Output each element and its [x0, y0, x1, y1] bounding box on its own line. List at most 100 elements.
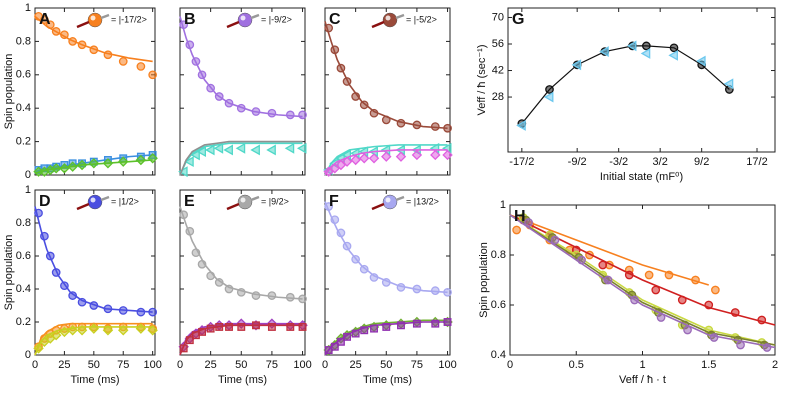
marker: [341, 156, 353, 167]
y-tick-label: 0: [25, 169, 31, 181]
x-tick-label: 0: [177, 359, 183, 371]
plot-frame: [324, 189, 451, 356]
marker: [185, 226, 195, 236]
marker: [342, 241, 352, 251]
panel-letter: A: [39, 11, 51, 28]
marker: [626, 40, 637, 52]
marker: [68, 37, 77, 46]
marker: [214, 278, 224, 287]
marker: [206, 271, 215, 281]
marker: [369, 108, 379, 118]
marker: [88, 158, 100, 169]
y-tick-label: 28: [492, 91, 504, 103]
x-tick-label: 0.5: [569, 359, 584, 371]
marker: [213, 142, 224, 154]
marker: [430, 149, 441, 161]
marker: [709, 333, 719, 342]
marker: [89, 301, 99, 310]
marker: [430, 286, 440, 295]
marker: [359, 100, 369, 110]
connect-line: [521, 45, 730, 124]
marker: [359, 264, 369, 274]
x-tick-label: 17/2: [746, 156, 767, 168]
x-tick-label: 1.5: [701, 359, 716, 371]
plot-frame: [179, 7, 306, 176]
y-tick-label: 0.6: [491, 299, 506, 311]
marker: [711, 285, 720, 295]
marker: [577, 255, 586, 265]
marker: [235, 142, 246, 154]
fit-line: [509, 214, 776, 349]
marker: [369, 273, 379, 282]
marker: [368, 153, 380, 164]
y-axis-label: Spin population: [478, 242, 490, 318]
marker: [185, 40, 195, 50]
plot-frame: [34, 189, 156, 356]
x-axis-label: Initial state (mF⁰): [600, 171, 683, 183]
marker: [382, 322, 391, 331]
x-tick-label: 0: [32, 359, 38, 371]
y-tick-label: 0.8: [491, 249, 506, 261]
marker: [102, 325, 114, 336]
marker: [236, 287, 246, 297]
y-tick-label: 70: [492, 11, 504, 23]
marker: [50, 163, 62, 174]
marker: [60, 30, 69, 40]
marker: [351, 329, 360, 338]
marker: [656, 313, 666, 322]
marker: [704, 300, 714, 310]
marker: [396, 118, 406, 128]
marker: [412, 284, 422, 294]
marker: [103, 50, 113, 60]
marker: [136, 307, 146, 317]
marker: [736, 340, 745, 350]
spin-arrow: [76, 20, 90, 29]
x-tick-label: 75: [266, 359, 278, 371]
marker: [342, 77, 352, 86]
marker: [443, 123, 452, 133]
marker: [443, 318, 452, 326]
atom-highlight: [240, 15, 246, 21]
marker: [696, 55, 706, 67]
marker: [148, 307, 157, 317]
y-tick-label: 0.6: [16, 69, 31, 81]
marker: [641, 41, 651, 51]
marker: [350, 154, 361, 166]
y-tick-label: 0.4: [16, 283, 31, 295]
x-tick-label: 0: [507, 359, 513, 371]
x-tick-label: -17/2: [509, 156, 534, 168]
marker: [571, 59, 582, 71]
marker: [76, 159, 88, 171]
panel-letter: B: [184, 11, 196, 28]
x-axis-label: Time (ms): [363, 374, 412, 386]
atom-icon: [237, 194, 253, 210]
marker: [215, 322, 224, 331]
x-tick-label: -9/2: [568, 156, 587, 168]
marker: [286, 322, 295, 331]
marker: [205, 144, 215, 156]
panel-letter: C: [329, 11, 341, 28]
marker: [191, 248, 201, 258]
marker: [324, 202, 334, 211]
fit-line: [179, 140, 303, 176]
marker: [267, 108, 277, 118]
marker: [118, 156, 129, 167]
spin-arrow-tail: [250, 13, 260, 20]
marker: [397, 321, 405, 330]
x-axis-label: Time (ms): [70, 374, 119, 386]
spin-arrow-tail: [100, 195, 110, 202]
marker: [651, 285, 661, 295]
spin-arrow-tail: [395, 195, 405, 202]
marker: [757, 315, 767, 325]
marker: [225, 322, 233, 331]
marker: [630, 295, 639, 305]
atom-icon: [87, 194, 103, 210]
marker: [45, 20, 55, 30]
x-tick-label: 75: [117, 359, 129, 371]
state-label: = |-17/2>: [111, 14, 147, 24]
marker: [178, 166, 188, 178]
x-tick-label: 75: [411, 359, 423, 371]
marker: [411, 149, 423, 161]
x-tick-label: 100: [143, 359, 161, 371]
